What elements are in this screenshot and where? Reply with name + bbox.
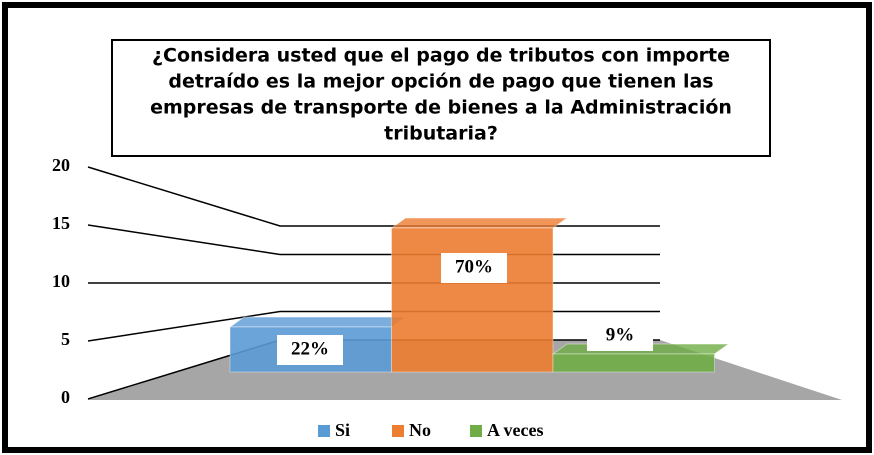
data-label: 22% (291, 338, 329, 359)
y-tick-label: 15 (52, 213, 70, 233)
data-label: 9% (606, 324, 635, 345)
legend-label: Si (335, 420, 350, 440)
legend-label: No (409, 420, 431, 440)
y-tick-label: 10 (52, 271, 70, 291)
legend-swatch (318, 425, 330, 437)
data-label: 70% (455, 256, 493, 277)
chart-title: empresas de transporte de bienes a la Ad… (150, 97, 732, 119)
data-label-box (277, 335, 343, 365)
legend-label: A veces (487, 420, 543, 440)
bar-front (552, 353, 715, 373)
bar (389, 217, 569, 373)
title-box (111, 39, 771, 157)
bar-front (391, 227, 554, 373)
data-label-box (441, 253, 507, 283)
y-tick-label: 5 (61, 329, 70, 349)
bar-top (389, 217, 569, 229)
bar-top (228, 316, 408, 328)
chart-title: ¿Considera usted que el pago de tributos… (152, 45, 730, 67)
y-tick-label: 20 (52, 155, 70, 175)
legend-swatch (470, 425, 482, 437)
legend-swatch (392, 425, 404, 437)
y-tick-label: 0 (61, 387, 70, 407)
chart-title: detraído es la mejor opción de pago que … (168, 71, 713, 93)
chart-title: tributaria? (384, 123, 498, 145)
data-label-box (587, 321, 653, 351)
